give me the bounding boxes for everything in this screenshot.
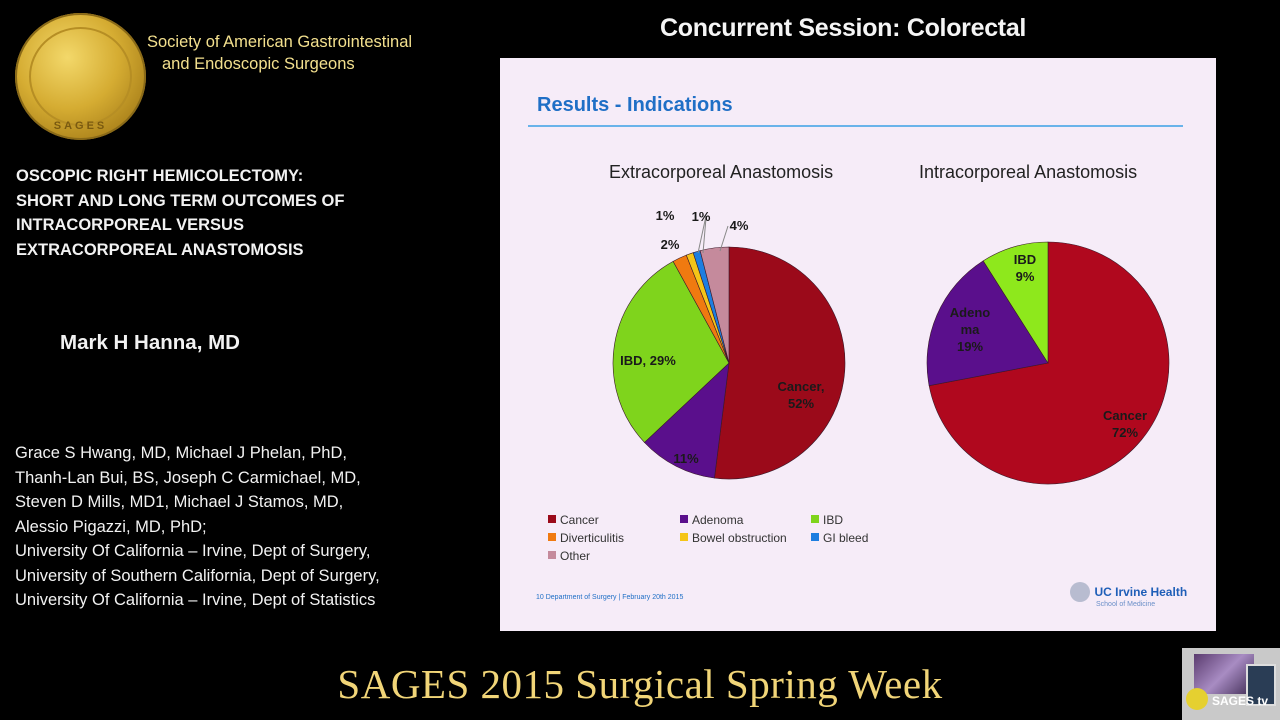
slide-footer: 10 Department of Surgery | February 20th… xyxy=(536,594,684,601)
label-gi-bleed-extra: 1% xyxy=(691,209,711,224)
pie-extracorporeal xyxy=(612,246,846,480)
legend-swatch xyxy=(548,515,556,523)
label-cancer-extra: Cancer, 52% xyxy=(777,379,825,411)
title-divider xyxy=(528,125,1183,127)
label-ibd-extra: IBD, 29% xyxy=(620,353,676,368)
label-cancer-intra: Cancer 72% xyxy=(1102,408,1148,440)
pie-slice-cancer xyxy=(928,241,1170,485)
legend-swatch xyxy=(548,533,556,541)
presentation-slide: Results - Indications Extracorporeal Ana… xyxy=(500,58,1216,631)
uc-irvine-health-logo: UC Irvine Health School of Medicine xyxy=(1070,582,1187,608)
event-banner: SAGES 2015 Surgical Spring Week xyxy=(337,661,943,707)
presentation-title: OSCOPIC RIGHT HEMICOLECTOMY: SHORT AND L… xyxy=(16,167,345,259)
legend-item-cancer: Cancer xyxy=(548,513,599,527)
session-title: Concurrent Session: Colorectal xyxy=(660,14,1027,42)
pie-intracorporeal xyxy=(926,241,1170,485)
label-bowel-obstruction-extra: 1% xyxy=(655,208,675,223)
legend-item-gi-bleed: GI bleed xyxy=(811,531,868,545)
legend-swatch xyxy=(680,515,688,523)
legend-swatch xyxy=(548,551,556,559)
presenter-name: Mark H Hanna, MD xyxy=(60,331,240,354)
legend-item-adenoma: Adenoma xyxy=(680,513,743,527)
label-ibd-intra: IBD 9% xyxy=(1013,252,1037,284)
chart-title-extracorporeal: Extracorporeal Anastomosis xyxy=(609,162,834,182)
pie-slice-adenoma xyxy=(926,260,1049,387)
label-adenoma-extra: 11% xyxy=(673,451,699,466)
slide-title: Results - Indications xyxy=(537,94,733,116)
label-other-extra: 4% xyxy=(729,218,749,233)
legend-item-other: Other xyxy=(548,549,590,563)
sages-tv-logo[interactable]: SAGES tv xyxy=(1182,648,1280,720)
sages-logo: SAGES xyxy=(15,13,146,140)
pie-slice-ibd xyxy=(612,260,730,443)
label-adenoma-intra: Adeno ma 19% xyxy=(949,305,991,354)
legend-item-ibd: IBD xyxy=(811,513,843,527)
pie-charts xyxy=(612,215,1170,485)
legend-swatch xyxy=(811,515,819,523)
organization-name: Society of American Gastrointestinal and… xyxy=(147,33,413,73)
pie-slice-cancer xyxy=(714,246,846,480)
pie-slice-ibd xyxy=(982,241,1049,365)
legend-swatch xyxy=(680,533,688,541)
legend-item-bowel-obstruction: Bowel obstruction xyxy=(680,531,787,545)
coauthors-list: Grace S Hwang, MD, Michael J Phelan, PhD… xyxy=(15,444,380,609)
pie-slice-adenoma xyxy=(644,362,730,479)
legend-item-diverticulitis: Diverticulitis xyxy=(548,531,624,545)
uci-seal-icon xyxy=(1070,582,1090,602)
pie-slice-other xyxy=(699,246,730,364)
leader-lines xyxy=(697,215,729,254)
legend-swatch xyxy=(811,533,819,541)
chart-title-intracorporeal: Intracorporeal Anastomosis xyxy=(919,162,1138,182)
label-diverticulitis-extra: 2% xyxy=(660,237,680,252)
